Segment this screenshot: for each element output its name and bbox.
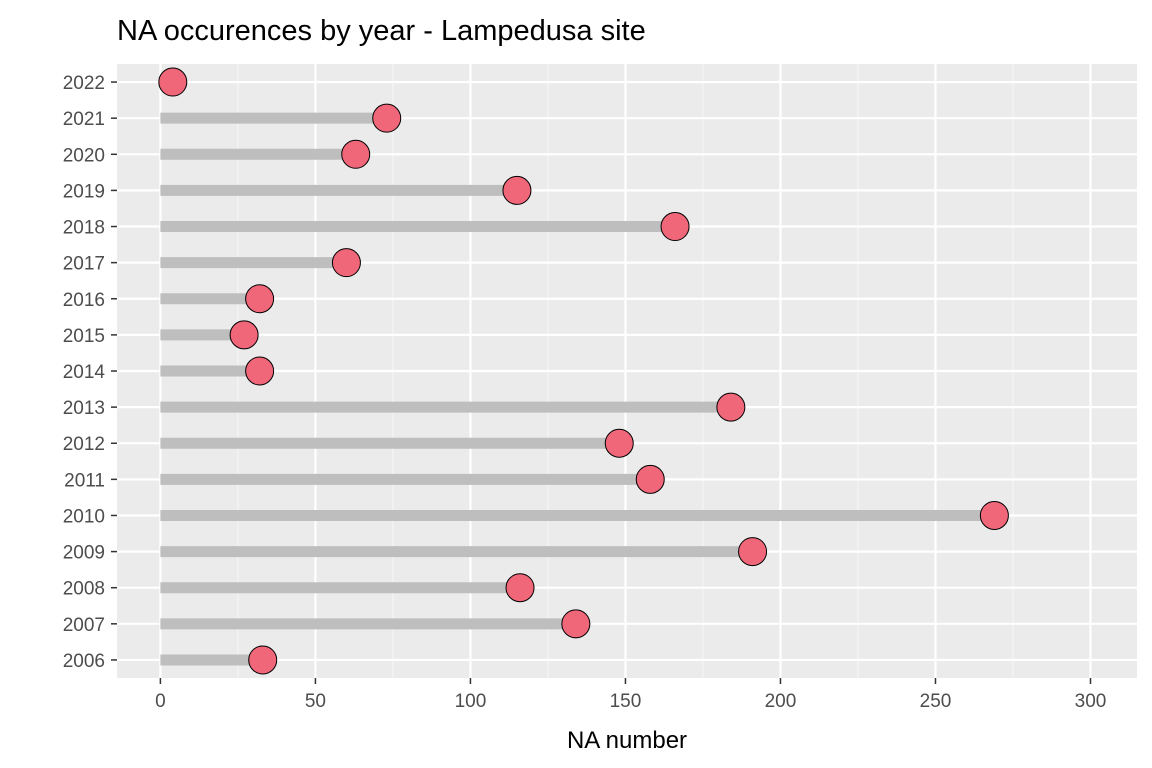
y-tick-label: 2016 (63, 290, 105, 311)
y-tick-label: 2007 (63, 615, 105, 636)
y-tick-label: 2018 (63, 218, 105, 239)
point-2018 (660, 212, 690, 242)
point-2015 (229, 320, 259, 350)
point-2012 (604, 428, 634, 458)
y-tick-label: 2020 (63, 145, 105, 166)
point-2013 (716, 392, 746, 422)
x-axis-label: NA number (567, 727, 687, 754)
y-tick-label: 2021 (63, 109, 105, 130)
x-tick-label: 250 (920, 691, 952, 712)
point-2017 (331, 248, 361, 278)
point-2022 (158, 67, 188, 97)
y-tick-label: 2014 (63, 362, 106, 383)
point-2014 (245, 356, 275, 386)
y-axis: 2006 2007 2008 2009 2010 2011 2012 2013 2014 2015… (63, 73, 117, 672)
point-2016 (245, 284, 275, 314)
y-tick-label: 2008 (63, 579, 105, 600)
point-2021 (372, 103, 402, 133)
x-tick-label: 0 (155, 691, 166, 712)
x-tick-label: 100 (455, 691, 487, 712)
chart-title: NA occurences by year - Lampedusa site (117, 15, 646, 47)
y-tick-label: 2012 (63, 434, 105, 455)
point-2009 (738, 537, 768, 567)
y-tick-label: 2013 (63, 398, 105, 419)
point-2007 (561, 609, 591, 639)
point-2006 (248, 645, 278, 675)
x-tick-label: 300 (1075, 691, 1107, 712)
point-2010 (979, 500, 1009, 530)
stems (160, 76, 995, 666)
y-tick-label: 2015 (63, 326, 105, 347)
y-tick-label: 2011 (64, 470, 105, 491)
x-axis: 0 50 100 150 200 250 300 (155, 678, 1106, 712)
y-tick-label: 2009 (63, 543, 105, 564)
x-tick-label: 200 (765, 691, 797, 712)
y-tick-label: 2017 (63, 254, 105, 275)
points (158, 67, 1009, 675)
y-tick-label: 2010 (63, 506, 105, 527)
x-tick-label: 150 (610, 691, 642, 712)
point-2020 (341, 139, 371, 169)
x-tick-label: 50 (305, 691, 326, 712)
y-tick-label: 2019 (63, 181, 105, 202)
point-2011 (635, 464, 665, 494)
y-tick-label: 2006 (63, 651, 105, 672)
y-tick-label: 2022 (63, 73, 105, 94)
point-2008 (505, 573, 535, 603)
grid-lines (117, 64, 1137, 678)
point-2019 (502, 175, 532, 205)
